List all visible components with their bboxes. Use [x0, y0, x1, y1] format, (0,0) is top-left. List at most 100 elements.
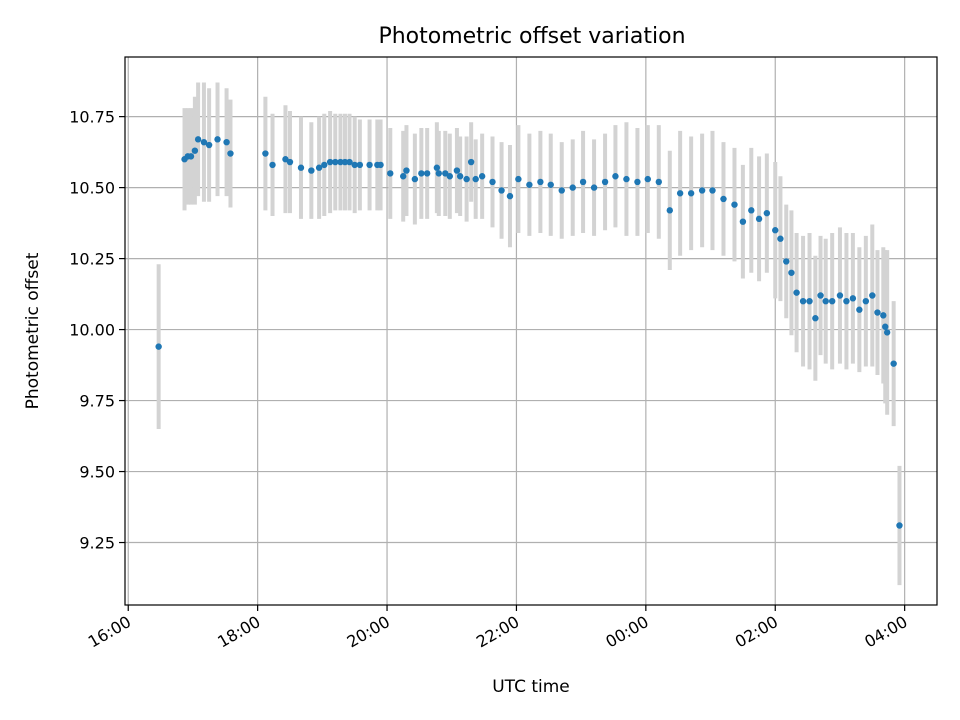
- x-tick-label: 22:00: [473, 612, 522, 652]
- y-tick-label: 9.50: [79, 463, 115, 482]
- data-point: [547, 181, 554, 188]
- data-point: [788, 269, 795, 276]
- data-point: [558, 187, 565, 194]
- data-point: [812, 315, 819, 322]
- data-point: [332, 158, 339, 166]
- data-point: [856, 306, 863, 313]
- x-tick-label: 00:00: [602, 612, 651, 652]
- data-point: [214, 136, 221, 143]
- data-point: [400, 173, 407, 180]
- data-point: [366, 161, 373, 169]
- data-point: [200, 138, 208, 146]
- data-point: [731, 201, 738, 208]
- data-point: [341, 158, 349, 166]
- x-tick-label: 20:00: [344, 612, 393, 652]
- data-point: [155, 343, 162, 350]
- data-point: [351, 161, 358, 169]
- data-point: [755, 215, 763, 223]
- data-point: [223, 138, 230, 146]
- data-point: [806, 297, 813, 305]
- x-axis-ticks: 16:00 18:00 20:00 22:00 00:00 02:00 04:00: [85, 605, 911, 652]
- data-point: [828, 297, 836, 305]
- data-point: [515, 175, 522, 183]
- data-point: [403, 167, 410, 174]
- data-point: [783, 258, 790, 265]
- y-tick-label: 10.25: [69, 250, 115, 269]
- data-point: [590, 184, 598, 191]
- data-point: [822, 297, 829, 305]
- data-point: [687, 190, 695, 197]
- data-point: [453, 167, 461, 174]
- data-point: [883, 329, 891, 336]
- y-axis-label: Photometric offset: [23, 252, 43, 409]
- data-point: [709, 187, 716, 194]
- data-point: [890, 360, 897, 367]
- data-point: [269, 161, 276, 169]
- data-point: [836, 292, 844, 299]
- data-point: [191, 147, 199, 154]
- data-point: [435, 170, 443, 177]
- data-point: [498, 187, 505, 194]
- y-tick-label: 10.50: [69, 179, 115, 198]
- data-point: [433, 164, 441, 171]
- data-point: [634, 178, 641, 186]
- data-point: [882, 323, 889, 330]
- data-point: [526, 181, 533, 188]
- data-point: [817, 292, 824, 299]
- x-tick-label: 02:00: [732, 612, 781, 652]
- errorbars: [156, 82, 902, 586]
- plot-frame: [124, 56, 938, 606]
- data-point: [467, 158, 475, 166]
- data-point: [187, 153, 195, 160]
- data-point: [346, 158, 353, 166]
- data-point: [698, 187, 706, 194]
- y-axis-ticks: 9.25 9.50 9.75 10.00 10.25 10.50 10.75: [69, 108, 125, 553]
- data-point: [874, 309, 881, 316]
- data-point: [337, 158, 344, 166]
- data-point: [601, 178, 609, 186]
- data-point: [326, 158, 334, 166]
- data-point: [286, 158, 294, 166]
- data-point: [862, 297, 870, 305]
- data-point: [763, 209, 771, 217]
- data-point: [321, 161, 328, 169]
- data-point: [446, 173, 453, 180]
- data-point: [569, 184, 576, 191]
- y-tick-label: 10.00: [69, 321, 115, 340]
- data-point: [537, 178, 544, 186]
- y-tick-label: 9.25: [79, 534, 115, 553]
- data-point: [777, 235, 784, 242]
- data-point: [377, 161, 384, 169]
- x-tick-label: 16:00: [85, 612, 134, 652]
- data-point: [456, 173, 464, 180]
- data-point: [666, 207, 673, 214]
- data-point: [308, 167, 315, 174]
- data-point: [506, 192, 514, 200]
- data-point: [478, 173, 486, 180]
- data-points: [155, 136, 903, 529]
- x-tick-label: 18:00: [214, 612, 263, 652]
- data-point: [418, 170, 425, 177]
- data-point: [423, 170, 431, 177]
- data-point: [262, 150, 269, 157]
- data-point: [579, 178, 587, 186]
- data-point: [748, 207, 755, 214]
- data-point: [880, 312, 887, 319]
- data-point: [772, 227, 779, 234]
- data-point: [205, 141, 213, 149]
- data-point: [489, 178, 496, 186]
- data-point: [463, 175, 470, 183]
- data-point: [799, 297, 807, 305]
- data-point: [793, 289, 800, 296]
- data-point: [411, 175, 419, 183]
- chart-title: Photometric offset variation: [378, 24, 685, 49]
- data-point: [869, 292, 876, 299]
- data-point: [623, 175, 630, 183]
- data-point: [315, 164, 323, 171]
- data-point: [644, 175, 651, 183]
- data-point: [472, 175, 479, 183]
- data-point: [843, 297, 850, 305]
- data-point: [297, 164, 305, 171]
- x-tick-label: 04:00: [861, 612, 910, 652]
- data-point: [849, 295, 857, 302]
